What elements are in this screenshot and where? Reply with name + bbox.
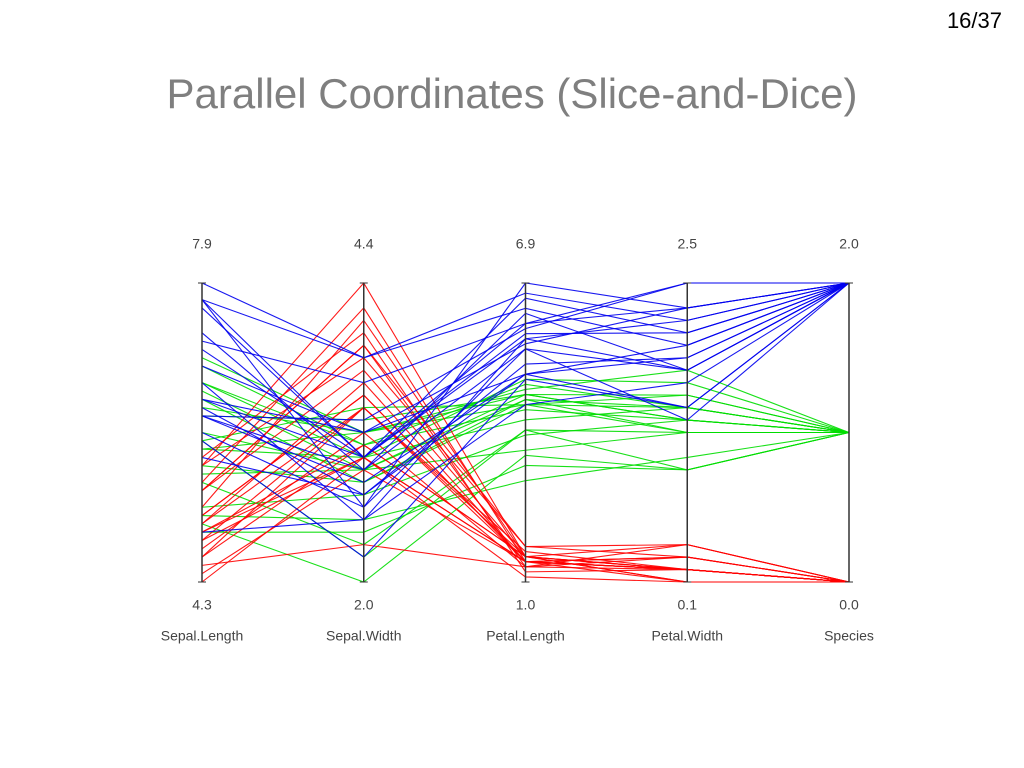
tick-label: 1.0 (516, 597, 536, 613)
tick-label: 0.0 (839, 597, 859, 613)
tick-label: 4.3 (192, 597, 212, 613)
tick-label: 6.9 (516, 236, 536, 252)
page-number: 16/37 (946, 8, 1002, 33)
axis-label: Sepal.Length (161, 628, 244, 644)
axis-label: Petal.Length (486, 628, 565, 644)
tick-label: 0.1 (678, 597, 698, 613)
tick-label: 2.5 (678, 236, 698, 252)
tick-label: 4.4 (354, 236, 374, 252)
slide-title: Parallel Coordinates (Slice-and-Dice) (166, 70, 858, 117)
axis-label: Petal.Width (651, 628, 723, 644)
tick-label: 2.0 (839, 236, 859, 252)
tick-label: 7.9 (192, 236, 212, 252)
axis-label: Sepal.Width (326, 628, 401, 644)
axis-label: Species (824, 628, 874, 644)
tick-label: 2.0 (354, 597, 374, 613)
